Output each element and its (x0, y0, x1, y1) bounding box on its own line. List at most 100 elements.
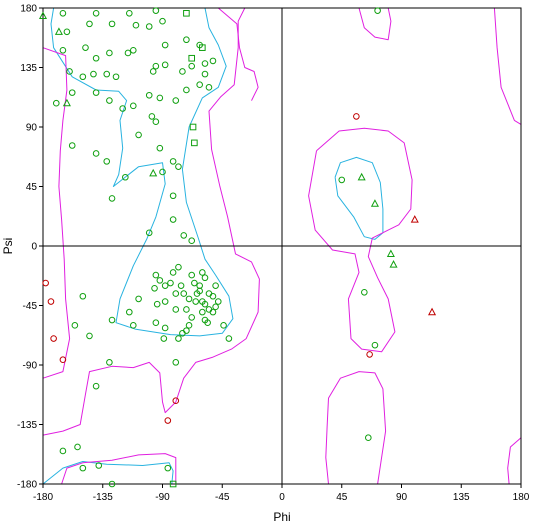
circle-point-favoured (152, 271, 160, 279)
circle-point-favoured (92, 89, 100, 96)
circle-point-favoured (371, 341, 379, 349)
circle-point-favoured (196, 282, 203, 289)
circle-point-outlier (366, 351, 373, 358)
circle-point-outlier (353, 113, 360, 120)
circle-point-favoured (160, 335, 168, 342)
circle-point-favoured (172, 97, 180, 104)
circle-point-favoured (149, 68, 157, 75)
circle-point-favoured (63, 28, 71, 36)
y-tick-label: 135 (20, 63, 37, 74)
circle-point-favoured (188, 314, 196, 321)
circle-point-favoured (112, 73, 120, 81)
circle-point-favoured (122, 173, 129, 181)
circle-point-favoured (126, 308, 133, 316)
circle-point-favoured (183, 327, 190, 334)
circle-point-favoured (126, 9, 133, 17)
circle-point-favoured (135, 295, 142, 303)
circle-point-favoured (92, 9, 100, 17)
circle-point-favoured (201, 300, 209, 308)
triangle-point-favoured (370, 199, 379, 207)
square-point-favoured (183, 9, 190, 17)
contour-allowed-left-a (61, 453, 177, 485)
circle-point-favoured (135, 131, 142, 139)
circle-point-favoured (145, 23, 153, 30)
circle-point-favoured (175, 335, 182, 342)
circle-point-favoured (151, 285, 158, 292)
circle-point-favoured (59, 47, 67, 54)
circle-point-favoured (196, 81, 203, 88)
contour-favoured-right (334, 156, 384, 240)
circle-point-outlier (172, 397, 180, 405)
circle-point-favoured (225, 335, 233, 342)
triangle-point-outlier (428, 307, 437, 316)
y-tick-label: 45 (26, 182, 38, 193)
circle-point-favoured (161, 41, 169, 49)
circle-point-favoured (129, 322, 137, 329)
circle-point-favoured (175, 263, 182, 271)
circle-point-favoured (66, 68, 73, 75)
triangle-point-favoured (62, 98, 71, 107)
circle-point-favoured (156, 94, 164, 102)
circle-point-favoured (129, 102, 137, 110)
y-tick-label: 0 (31, 242, 37, 253)
circle-point-favoured (205, 84, 213, 91)
circle-point-favoured (71, 322, 79, 329)
circle-point-outlier (42, 279, 49, 287)
circle-point-favoured (164, 464, 172, 472)
circle-point-favoured (201, 60, 209, 67)
circle-point-favoured (108, 20, 116, 28)
circle-point-favoured (132, 21, 140, 29)
circle-point-favoured (175, 163, 182, 170)
triangle-point-favoured (389, 260, 398, 268)
circle-point-favoured (169, 269, 177, 276)
circle-point-favoured (204, 319, 211, 326)
contour-allowed-left-c (42, 47, 71, 379)
circle-point-favoured (152, 118, 160, 126)
circle-point-favoured (172, 290, 180, 297)
circle-point-favoured (92, 382, 100, 390)
y-tick-label: -135 (17, 420, 37, 431)
x-tick-label: 0 (279, 492, 285, 503)
circle-point-favoured (172, 359, 180, 366)
x-tick-label: -45 (215, 492, 230, 503)
circle-point-favoured (185, 295, 193, 303)
circle-point-favoured (148, 113, 156, 120)
circle-point-favoured (52, 99, 60, 107)
circle-point-favoured (145, 229, 153, 237)
circle-point-favoured (153, 300, 161, 308)
circle-point-outlier (50, 335, 57, 342)
circle-point-favoured (103, 70, 111, 78)
circle-point-favoured (79, 73, 87, 81)
contour-favoured-top-left (50, 7, 234, 337)
circle-point-favoured (79, 292, 87, 300)
circle-point-favoured (185, 322, 193, 329)
circle-point-favoured (167, 279, 174, 287)
circle-point-favoured (192, 298, 199, 305)
circle-point-favoured (188, 62, 196, 70)
circle-point-favoured (156, 277, 164, 284)
square-point-favoured (191, 139, 198, 147)
x-tick-label: 180 (513, 492, 530, 503)
circle-point-favoured (172, 306, 180, 313)
contour-allowed-top-edge (217, 7, 259, 101)
x-tick-label: 135 (453, 492, 470, 503)
circle-point-favoured (74, 443, 81, 451)
circle-point-favoured (92, 150, 100, 157)
circle-point-favoured (183, 86, 190, 94)
square-point-favoured (189, 123, 197, 131)
circle-point-favoured (212, 303, 219, 311)
circle-point-favoured (191, 279, 198, 287)
circle-point-favoured (209, 308, 217, 316)
contour-allowed-far-right (493, 7, 522, 125)
contour-favoured-left (42, 461, 174, 485)
circle-point-favoured (86, 20, 93, 28)
y-tick-label: -90 (23, 361, 38, 372)
contour-allowed-left-b (42, 7, 260, 436)
circle-point-favoured (179, 68, 186, 75)
circle-point-favoured (119, 105, 126, 112)
y-tick-label: 180 (20, 4, 37, 15)
circle-point-favoured (205, 306, 213, 313)
contour-allowed-top-right (358, 7, 392, 41)
circle-point-favoured (68, 89, 76, 96)
